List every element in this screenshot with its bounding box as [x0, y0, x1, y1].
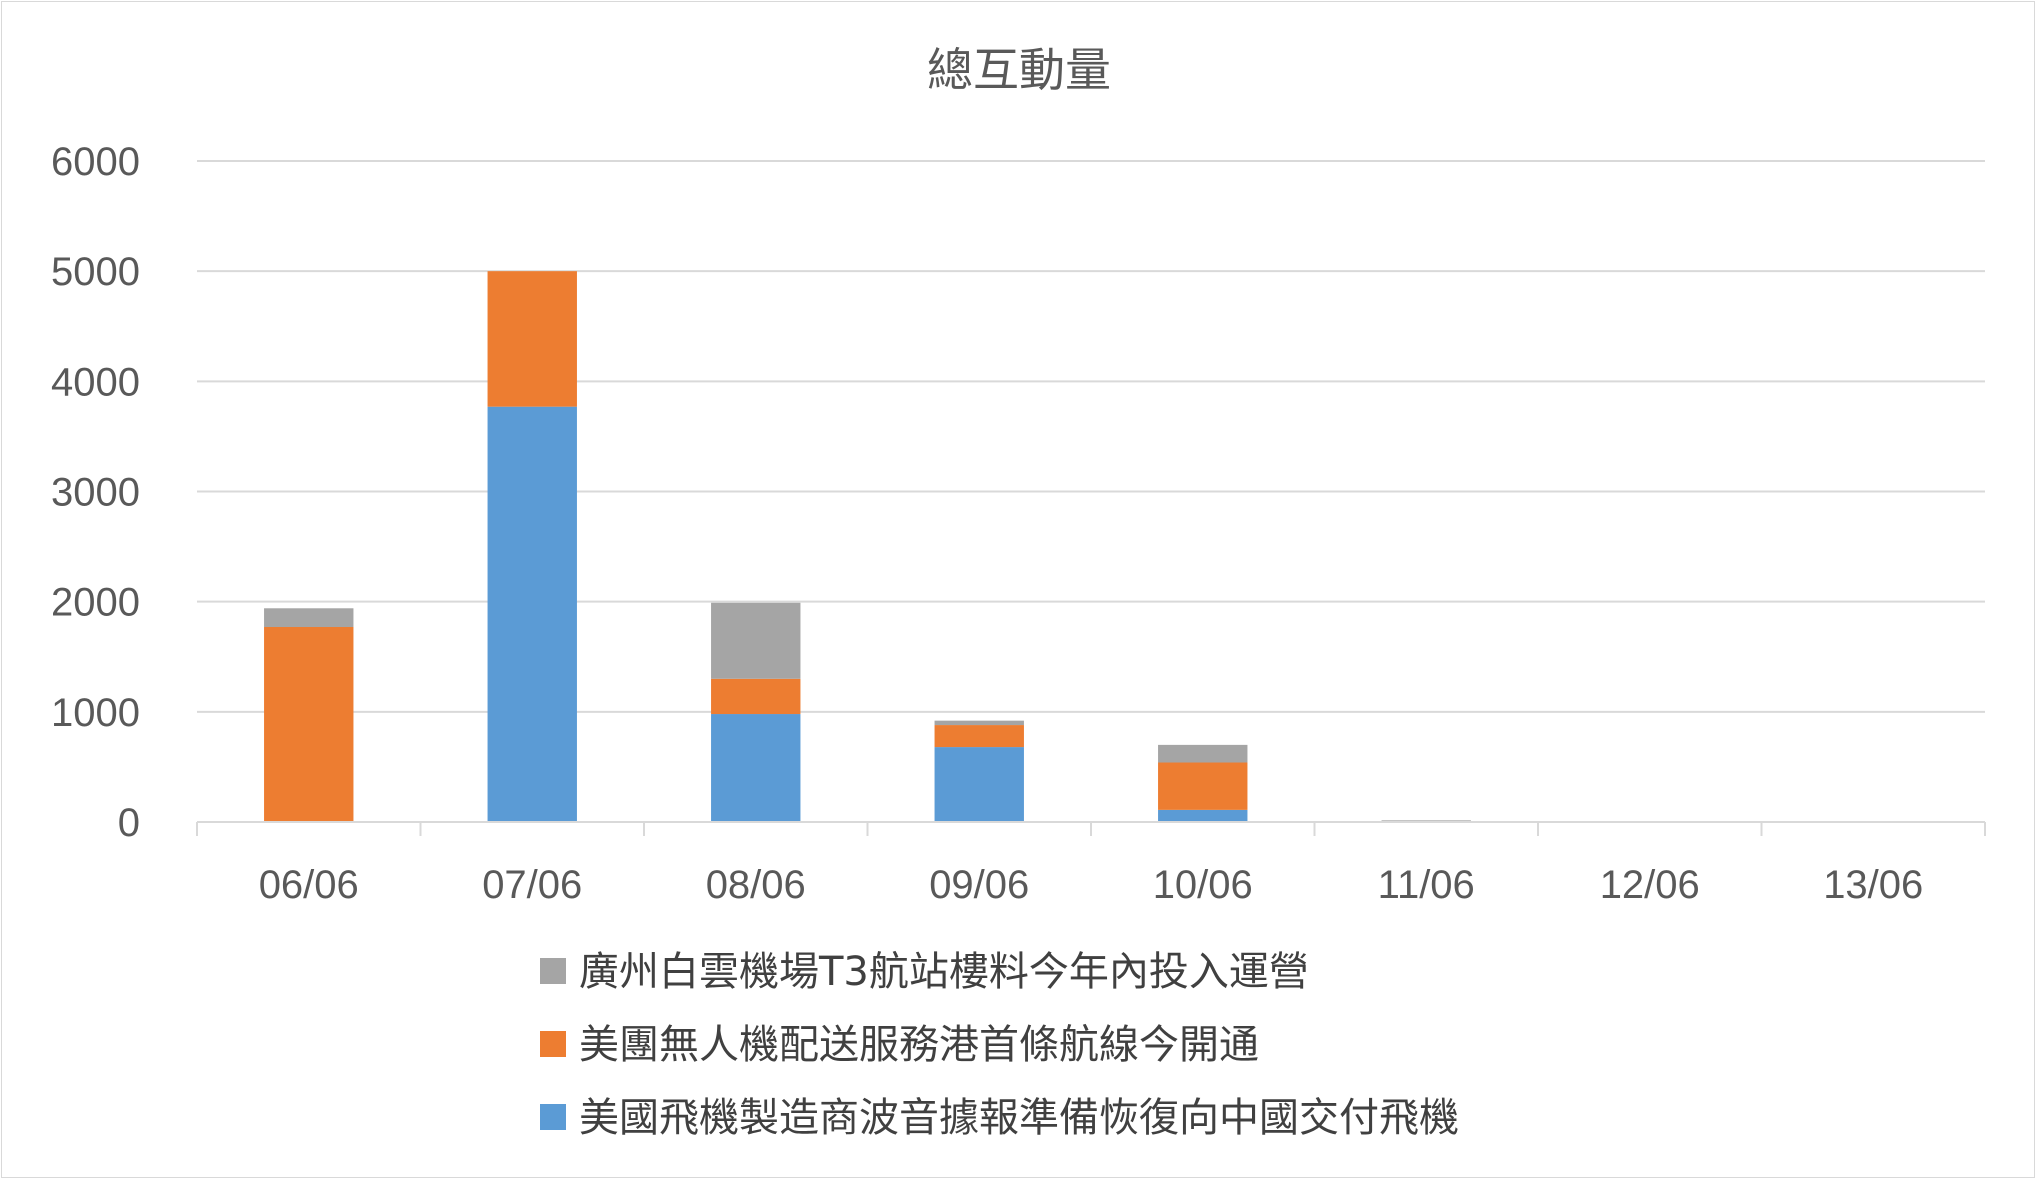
- legend-label: 美團無人機配送服務港首條航線今開通: [579, 1022, 1259, 1068]
- bars: [264, 271, 1471, 822]
- bar-segment: [711, 714, 801, 822]
- y-tick-label: 0: [118, 801, 140, 845]
- gridlines: [197, 160, 1985, 713]
- legend-label: 廣州白雲機場T3航站樓料今年內投入運營: [579, 949, 1309, 995]
- y-tick-label: 2000: [51, 581, 140, 625]
- bar-segment: [264, 627, 354, 822]
- bar-segment: [934, 747, 1024, 822]
- legend-swatch: [540, 1031, 566, 1057]
- bar-segment: [487, 271, 577, 407]
- y-tick-label: 4000: [51, 360, 140, 404]
- x-tick-label: 10/06: [1153, 863, 1253, 907]
- y-tick-label: 1000: [51, 691, 140, 735]
- x-tick-label: 13/06: [1823, 863, 1923, 907]
- legend-swatch: [540, 1104, 566, 1130]
- bar-segment: [711, 602, 801, 679]
- bar-segment: [487, 406, 577, 822]
- bar-segment: [934, 725, 1024, 748]
- x-tick-label: 08/06: [706, 863, 806, 907]
- bar-segment: [264, 608, 354, 628]
- chart-title: 總互動量: [927, 43, 1111, 97]
- y-tick-label: 6000: [51, 140, 140, 184]
- bar-segment: [1158, 809, 1248, 822]
- bar-segment: [1158, 762, 1248, 810]
- y-tick-label: 3000: [51, 471, 140, 515]
- bar-segment: [1158, 744, 1248, 763]
- legend-label: 美國飛機製造商波音據報準備恢復向中國交付飛機: [579, 1095, 1459, 1141]
- x-tick-label: 07/06: [482, 863, 582, 907]
- x-tick-label: 11/06: [1378, 863, 1475, 907]
- y-axis-ticks: 0 1000 2000 3000 4000 5000 6000: [51, 140, 140, 845]
- bar-segment: [934, 720, 1024, 726]
- x-axis: 06/06 07/06 08/06 09/06 10/06 11/06 12/06 13/06: [196, 821, 1986, 907]
- bar-segment: [711, 678, 801, 715]
- legend: 廣州白雲機場T3航站樓料今年內投入運營美團無人機配送服務港首條航線今開通美國飛機…: [540, 949, 1459, 1141]
- x-tick-label: 09/06: [929, 863, 1029, 907]
- x-tick-label: 06/06: [259, 863, 359, 907]
- legend-swatch: [540, 958, 566, 984]
- y-tick-label: 5000: [51, 250, 140, 294]
- x-tick-label: 12/06: [1600, 863, 1700, 907]
